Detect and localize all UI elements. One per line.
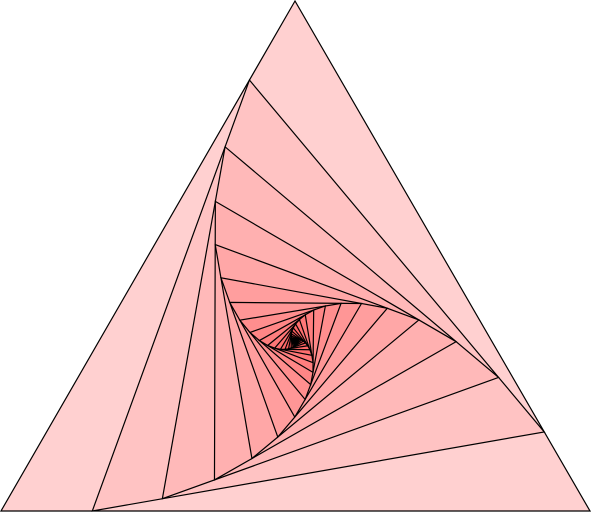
triangle-level-28: [294, 339, 297, 343]
